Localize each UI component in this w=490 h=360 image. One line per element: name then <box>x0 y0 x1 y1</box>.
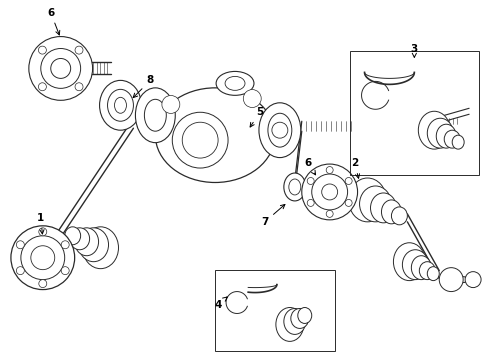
Circle shape <box>272 122 288 138</box>
Circle shape <box>31 246 55 270</box>
Circle shape <box>307 177 314 184</box>
Ellipse shape <box>70 228 90 250</box>
Ellipse shape <box>412 256 431 280</box>
Ellipse shape <box>427 267 439 280</box>
Ellipse shape <box>289 179 301 195</box>
Circle shape <box>326 167 333 174</box>
Ellipse shape <box>284 173 306 201</box>
Circle shape <box>38 83 47 91</box>
Ellipse shape <box>382 200 401 224</box>
Ellipse shape <box>370 193 396 223</box>
Ellipse shape <box>115 97 126 113</box>
Ellipse shape <box>298 307 312 323</box>
Text: 6: 6 <box>47 8 60 35</box>
Circle shape <box>29 37 93 100</box>
Ellipse shape <box>436 124 456 148</box>
Ellipse shape <box>284 309 306 334</box>
Circle shape <box>61 267 69 275</box>
Text: 3: 3 <box>411 44 418 57</box>
Ellipse shape <box>107 89 133 121</box>
Ellipse shape <box>225 76 245 90</box>
Circle shape <box>16 241 24 249</box>
Circle shape <box>345 177 352 184</box>
Circle shape <box>75 83 83 91</box>
Circle shape <box>345 199 352 206</box>
Bar <box>215 270 335 351</box>
Ellipse shape <box>155 88 275 183</box>
Ellipse shape <box>78 228 108 262</box>
Text: 2: 2 <box>351 158 360 178</box>
Circle shape <box>39 280 47 288</box>
Circle shape <box>38 46 47 54</box>
Circle shape <box>322 184 338 200</box>
Text: 8: 8 <box>133 75 154 98</box>
Circle shape <box>39 228 47 236</box>
Ellipse shape <box>444 130 460 148</box>
Circle shape <box>51 58 71 78</box>
Circle shape <box>41 49 81 88</box>
Ellipse shape <box>259 103 301 158</box>
Ellipse shape <box>427 118 453 148</box>
Ellipse shape <box>452 135 464 149</box>
Circle shape <box>61 241 69 249</box>
Text: 7: 7 <box>261 204 285 227</box>
Ellipse shape <box>135 88 175 143</box>
Circle shape <box>302 164 358 220</box>
Ellipse shape <box>419 262 435 280</box>
Circle shape <box>182 122 218 158</box>
Circle shape <box>11 226 74 289</box>
Circle shape <box>75 46 83 54</box>
Ellipse shape <box>348 178 387 222</box>
Circle shape <box>244 90 261 108</box>
Circle shape <box>439 268 463 292</box>
Text: 5: 5 <box>250 107 264 127</box>
Ellipse shape <box>74 228 98 256</box>
Ellipse shape <box>291 309 309 328</box>
Ellipse shape <box>393 243 425 280</box>
Circle shape <box>307 199 314 206</box>
Ellipse shape <box>418 111 450 149</box>
Circle shape <box>162 95 180 113</box>
Ellipse shape <box>268 113 292 147</box>
Ellipse shape <box>65 227 81 245</box>
Circle shape <box>16 267 24 275</box>
Ellipse shape <box>392 207 407 225</box>
Ellipse shape <box>360 186 392 222</box>
Ellipse shape <box>276 307 304 341</box>
Text: 4: 4 <box>215 297 227 310</box>
Circle shape <box>312 174 347 210</box>
Bar <box>349 50 479 175</box>
Ellipse shape <box>402 250 428 280</box>
Ellipse shape <box>99 80 142 130</box>
Circle shape <box>172 112 228 168</box>
Circle shape <box>326 210 333 217</box>
Ellipse shape <box>145 99 166 131</box>
Text: 6: 6 <box>304 158 316 175</box>
Text: 1: 1 <box>37 213 45 234</box>
Ellipse shape <box>216 71 254 95</box>
Circle shape <box>465 272 481 288</box>
Circle shape <box>21 236 65 280</box>
Ellipse shape <box>83 227 119 269</box>
